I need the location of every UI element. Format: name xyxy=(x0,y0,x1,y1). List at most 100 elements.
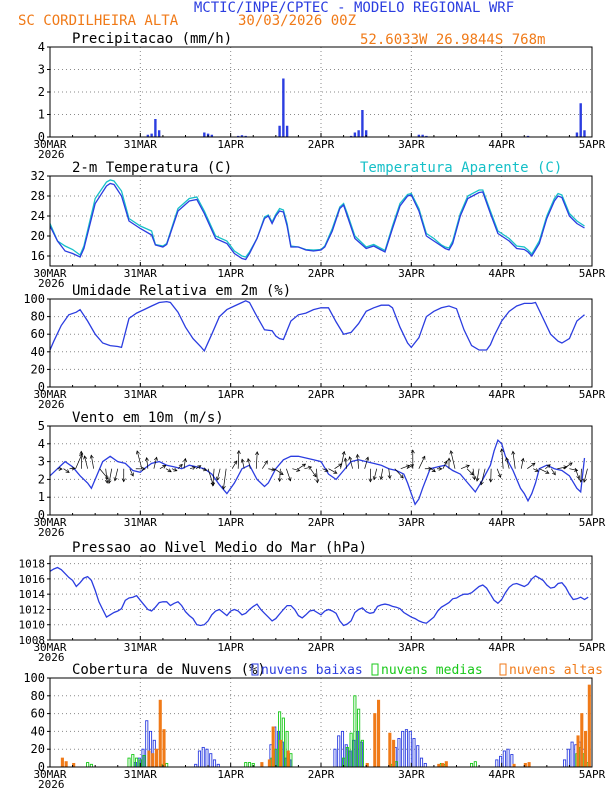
wind-arrow-head xyxy=(399,474,404,479)
wind-arrow-head xyxy=(167,468,172,473)
x-tick-label: 30MAR xyxy=(33,138,66,151)
x-tick-label: 1APR xyxy=(217,768,244,781)
x-tick-label: 4APR xyxy=(488,138,515,151)
y-tick-label: 1014 xyxy=(19,588,46,601)
y-tick-label: 20 xyxy=(31,362,45,376)
cloud-bar-high xyxy=(527,762,531,768)
wind-arrow-head xyxy=(191,466,196,470)
wind-arrow-head xyxy=(472,476,477,481)
cloud-bar-high xyxy=(584,730,588,768)
wind-arrow xyxy=(380,468,384,480)
wind-arrow xyxy=(501,448,504,469)
wind-arrow xyxy=(505,457,510,469)
cloud-bar-mid xyxy=(86,762,90,768)
legend-apparent-temp: Temperatura Aparente (C) xyxy=(360,160,562,176)
wind-arrow xyxy=(153,457,157,469)
cloud-bar-mid xyxy=(247,762,252,768)
cloud-bar-mid xyxy=(131,754,135,768)
wind-arrow-head xyxy=(312,473,317,478)
y-tick-label: 24 xyxy=(31,209,45,223)
wind-arrow-head xyxy=(372,476,377,481)
precip-bar xyxy=(282,78,285,137)
wind-arrow-head xyxy=(355,453,360,458)
wind-arrow-head xyxy=(215,476,220,481)
precip-bar xyxy=(210,134,214,137)
wind-arrow-head xyxy=(428,466,433,471)
wind-arrow xyxy=(527,462,536,470)
wind-arrow-head xyxy=(197,465,202,469)
x-tick-label: 2APR xyxy=(308,768,335,781)
wind-arrow xyxy=(292,468,300,472)
wind-arrow xyxy=(580,468,582,483)
wind-arrow xyxy=(247,458,251,469)
wind-arrow xyxy=(171,468,178,472)
y-tick-label: 40 xyxy=(31,345,45,359)
wind-arrow xyxy=(279,468,281,482)
wind-arrow xyxy=(480,468,486,485)
chart-pressure: 1008 1010 1012 1014 1016 1018 30MAR 31MAR 1APR 2A… xyxy=(19,540,606,664)
x-tick-label: 2APR xyxy=(308,641,335,654)
wind-arrow xyxy=(430,468,436,472)
y-tick-label: 3 xyxy=(38,63,45,77)
cloud-bar-high xyxy=(147,750,151,768)
wind-arrow-head xyxy=(277,477,282,483)
wind-arrow-head xyxy=(576,475,581,480)
y-tick-label: 60 xyxy=(31,707,45,721)
y-tick-label: 1008 xyxy=(19,634,46,647)
wind-arrow xyxy=(472,468,475,480)
y-tick-label: 1018 xyxy=(19,558,46,571)
wind-arrow-head xyxy=(203,467,208,472)
cloud-bar-mid xyxy=(165,762,169,768)
x-tick-label: 31MAR xyxy=(124,388,157,401)
wind-arrow-head xyxy=(178,463,183,468)
wind-arrow-head xyxy=(135,450,140,455)
x-tick-label: 30MAR xyxy=(33,641,66,654)
x-year-label: 2026 xyxy=(38,651,65,664)
x-tick-label: 31MAR xyxy=(124,641,157,654)
y-tick-label: 0 xyxy=(38,760,45,774)
x-tick-label: 5APR xyxy=(579,267,606,280)
wind-arrow xyxy=(298,463,306,470)
wind-arrow xyxy=(388,468,391,479)
y-tick-label: 0 xyxy=(38,380,45,394)
wind-arrow xyxy=(216,468,221,481)
y-tick-label: 1012 xyxy=(19,603,46,616)
wind-arrow-head xyxy=(162,465,167,469)
series-line-temp-0 xyxy=(49,179,585,258)
wind-arrow-head xyxy=(107,479,112,484)
wind-arrow-head xyxy=(154,456,158,461)
precip-bar xyxy=(278,125,281,137)
wind-arrow xyxy=(189,466,196,470)
x-tick-label: 4APR xyxy=(488,388,515,401)
x-tick-label: 3APR xyxy=(398,138,425,151)
wind-arrow-head xyxy=(130,472,134,477)
wind-arrow xyxy=(90,455,95,469)
x-tick-label: 1APR xyxy=(217,516,244,529)
y-tick-label: 80 xyxy=(31,689,45,703)
wind-arrow-head xyxy=(236,449,241,454)
wind-arrow-head xyxy=(324,468,329,472)
wind-arrow-head xyxy=(438,466,443,471)
x-tick-label: 5APR xyxy=(579,138,606,151)
x-tick-label: 30MAR xyxy=(33,267,66,280)
x-tick-label: 4APR xyxy=(488,768,515,781)
chart-title: Pressao ao Nivel Medio do Mar (hPa) xyxy=(72,540,367,556)
wind-arrow xyxy=(349,456,353,469)
wind-arrow xyxy=(146,457,149,469)
wind-arrow xyxy=(466,468,474,476)
y-tick-label: 1016 xyxy=(19,573,46,586)
header-run: 30/03/2026 00Z xyxy=(238,13,356,29)
wind-arrow-head xyxy=(410,449,415,454)
legend-label: nuvens altas xyxy=(509,663,603,678)
x-tick-label: 5APR xyxy=(579,388,606,401)
header-location: SC CORDILHEIRA ALTA xyxy=(18,13,179,29)
x-tick-label: 31MAR xyxy=(124,267,157,280)
precip-bar xyxy=(236,135,240,137)
x-tick-label: 3APR xyxy=(398,388,425,401)
series-line-wind-0 xyxy=(49,439,586,506)
y-tick-label: 1 xyxy=(38,490,45,504)
x-tick-label: 3APR xyxy=(398,768,425,781)
cloud-bar-low xyxy=(416,745,420,768)
wind-arrow-head xyxy=(307,465,313,470)
wind-arrow-head xyxy=(79,450,84,455)
